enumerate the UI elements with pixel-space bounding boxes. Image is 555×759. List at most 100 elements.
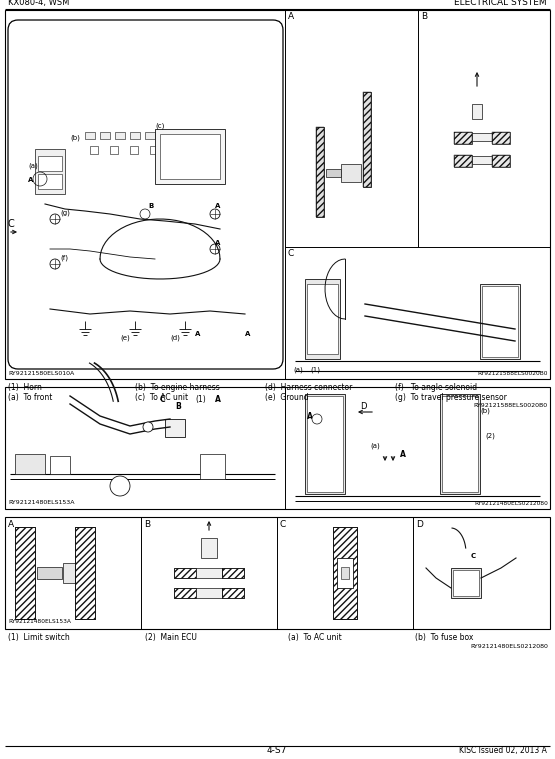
Bar <box>5 10 550 379</box>
Bar <box>165 419 185 437</box>
Text: (f)   To angle solenoid: (f) To angle solenoid <box>395 383 477 392</box>
Bar <box>480 284 520 359</box>
Text: (2)  Main ECU: (2) Main ECU <box>145 633 197 642</box>
Bar <box>201 538 217 558</box>
Bar <box>316 127 324 217</box>
Bar <box>200 454 225 479</box>
Circle shape <box>110 476 130 496</box>
Bar <box>453 570 479 596</box>
Bar <box>174 588 196 598</box>
Text: (b): (b) <box>480 408 490 414</box>
Text: C: C <box>288 249 294 258</box>
Bar <box>50 456 70 474</box>
Bar <box>307 284 338 354</box>
Text: (e): (e) <box>120 335 130 341</box>
Text: A: A <box>245 331 250 337</box>
Bar <box>440 394 480 494</box>
Bar <box>472 156 492 164</box>
Bar <box>454 155 472 167</box>
Bar <box>35 149 65 194</box>
Text: B: B <box>144 520 150 529</box>
Text: RY92121588ELS0020B0: RY92121588ELS0020B0 <box>474 403 548 408</box>
Bar <box>115 132 125 139</box>
Text: C: C <box>8 219 15 229</box>
Text: (1): (1) <box>195 395 206 404</box>
Text: A: A <box>288 12 294 21</box>
Text: (c): (c) <box>155 122 164 129</box>
Bar <box>363 92 371 187</box>
Text: ELECTRICAL SYSTEM: ELECTRICAL SYSTEM <box>455 0 547 7</box>
Text: (b)  To fuse box: (b) To fuse box <box>415 633 473 642</box>
Bar <box>130 146 138 154</box>
Text: B: B <box>175 402 181 411</box>
Text: (e)  Ground: (e) Ground <box>265 393 309 402</box>
Bar <box>337 558 353 588</box>
Text: 4-S7: 4-S7 <box>267 746 287 755</box>
Bar <box>130 132 140 139</box>
Bar <box>472 104 482 119</box>
Text: RY92121480ELS153A: RY92121480ELS153A <box>8 619 71 624</box>
Bar <box>222 568 244 578</box>
Text: (g): (g) <box>60 209 70 216</box>
Bar <box>15 527 35 619</box>
Bar <box>160 132 170 139</box>
Bar <box>63 563 75 583</box>
Bar <box>316 127 324 217</box>
Bar <box>341 164 361 182</box>
Bar <box>38 156 62 171</box>
Text: RY92121480ELS153A: RY92121480ELS153A <box>8 500 74 505</box>
Text: A: A <box>215 395 221 404</box>
Bar <box>363 92 371 187</box>
Bar <box>160 134 220 179</box>
Bar <box>90 146 98 154</box>
Bar <box>341 567 349 579</box>
Text: (g)  To travel pressure sensor: (g) To travel pressure sensor <box>395 393 507 402</box>
Text: C: C <box>160 395 165 404</box>
Bar <box>492 132 510 144</box>
Text: (a): (a) <box>28 162 38 169</box>
Bar <box>222 568 244 578</box>
Bar <box>100 132 110 139</box>
Text: A: A <box>28 177 33 183</box>
Text: A: A <box>195 331 200 337</box>
Text: KISC Issued 02, 2013 A: KISC Issued 02, 2013 A <box>459 746 547 755</box>
Bar <box>5 517 550 629</box>
Text: (1)  Horn: (1) Horn <box>8 383 42 392</box>
Text: C: C <box>471 553 476 559</box>
Bar <box>85 132 95 139</box>
Circle shape <box>143 422 153 432</box>
Bar <box>196 568 222 578</box>
Text: B: B <box>148 203 153 209</box>
Bar <box>454 132 472 144</box>
Text: (2): (2) <box>485 433 495 439</box>
Bar <box>75 527 95 619</box>
Bar <box>110 146 118 154</box>
Text: B: B <box>421 12 427 21</box>
Text: (c)  To AC unit: (c) To AC unit <box>135 393 188 402</box>
Text: (b)  To engine harness: (b) To engine harness <box>135 383 220 392</box>
Text: A: A <box>8 520 14 529</box>
Bar <box>333 527 357 619</box>
Text: A: A <box>215 240 220 246</box>
Bar <box>305 279 340 359</box>
Bar <box>472 133 492 141</box>
Text: (a)  To AC unit: (a) To AC unit <box>288 633 342 642</box>
Text: (b): (b) <box>70 134 80 141</box>
Bar <box>482 286 518 357</box>
Text: D: D <box>416 520 423 529</box>
Text: (1): (1) <box>310 367 320 373</box>
Bar <box>38 174 62 189</box>
Text: (f): (f) <box>60 254 68 261</box>
Bar <box>492 155 510 167</box>
Text: (d)  Harness connector: (d) Harness connector <box>265 383 352 392</box>
Text: RY92121588ELS0020B0: RY92121588ELS0020B0 <box>477 371 548 376</box>
Bar <box>174 588 196 598</box>
Bar <box>174 568 196 578</box>
Bar <box>150 146 158 154</box>
Circle shape <box>312 414 322 424</box>
Bar <box>174 568 196 578</box>
Bar <box>155 129 225 184</box>
Bar <box>305 394 345 494</box>
Text: KX080-4, WSM: KX080-4, WSM <box>8 0 69 7</box>
Text: RY92121480ELS0212080: RY92121480ELS0212080 <box>474 501 548 506</box>
